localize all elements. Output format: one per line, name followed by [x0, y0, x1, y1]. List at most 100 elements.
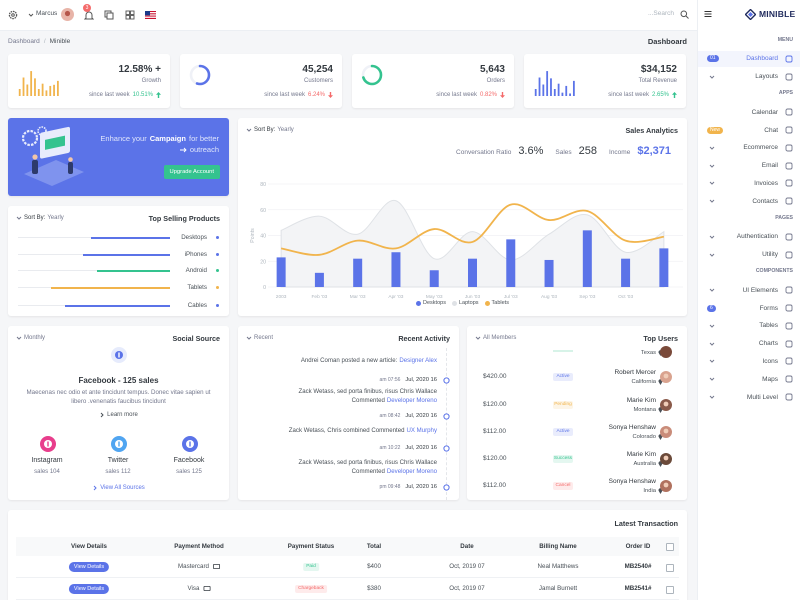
user-location: Texas: [640, 350, 656, 356]
mini-bar: [26, 84, 29, 96]
nav-item[interactable]: Forms 6: [698, 300, 800, 316]
sort-dropdown[interactable]: Monthly: [16, 335, 45, 341]
trend-arrow: [328, 92, 333, 98]
user-amount: $112.00: [483, 428, 507, 435]
nav-item-label[interactable]: Maps: [762, 375, 778, 383]
timeline-dot: [443, 484, 450, 491]
view-details-button[interactable]: View Details: [68, 562, 110, 572]
checkbox[interactable]: [666, 564, 674, 572]
user-amount: $120.00: [483, 455, 507, 462]
x-tick-label: Mar '03: [350, 294, 366, 300]
nav-item-label[interactable]: Icons: [762, 357, 778, 365]
nav-item-icon: [785, 73, 793, 81]
sort-dropdown[interactable]: Sort By: Yearly: [246, 127, 294, 133]
nav-item-label[interactable]: Utility: [762, 251, 778, 259]
nav-item-label[interactable]: Email: [761, 162, 778, 170]
nav-item[interactable]: Layouts: [698, 69, 800, 85]
nav-badge[interactable]: 6: [707, 304, 716, 312]
nav-item[interactable]: Invoices: [698, 175, 800, 191]
arrow-shape: [156, 92, 161, 98]
sort-dropdown[interactable]: Sort By: Yearly: [16, 215, 64, 221]
nav-item[interactable]: Chat New: [698, 122, 800, 138]
status-badge: Paid: [303, 563, 319, 571]
nav-item-label[interactable]: Calendar: [751, 108, 778, 116]
view-details-button[interactable]: View Details: [68, 584, 110, 594]
nav-item-label[interactable]: Tables: [759, 322, 778, 330]
product-label: Desktops: [181, 233, 207, 241]
activity-link[interactable]: Designer Alex: [399, 357, 437, 364]
chevron-stroke: [28, 13, 34, 17]
nav-item[interactable]: Tables: [698, 318, 800, 334]
nav-item[interactable]: Multi Level: [698, 389, 800, 405]
user-name[interactable]: Marcus: [36, 10, 58, 17]
view-all-text[interactable]: View All Sources: [100, 485, 145, 491]
activity-link[interactable]: Developer Moreno: [386, 468, 437, 475]
nav-item[interactable]: Icons: [698, 353, 800, 369]
mini-bar: [565, 85, 568, 96]
nav-item-label[interactable]: Chat: [764, 126, 778, 134]
nav-item[interactable]: Maps: [698, 371, 800, 387]
nav-item[interactable]: Utility: [698, 247, 800, 263]
stat-label: Total Revenue: [638, 78, 677, 84]
nav-item[interactable]: Authentication: [698, 229, 800, 245]
nav-badge[interactable]: 01: [707, 55, 719, 63]
nav-section-title: APPS: [778, 90, 793, 97]
progress-track: [18, 270, 170, 271]
nav-item-label[interactable]: UI Elements: [742, 286, 778, 294]
stat-label: Orders: [486, 78, 505, 84]
user-location: Montana: [633, 407, 656, 413]
nav-item[interactable]: Charts: [698, 336, 800, 352]
mini-bar: [557, 83, 560, 96]
nav-item-icon: [785, 233, 793, 241]
upgrade-button[interactable]: Upgrade Account: [163, 165, 220, 179]
column-header: Billing Name: [539, 543, 577, 550]
notification-badge[interactable]: 3: [83, 4, 91, 12]
nav-item-label[interactable]: Authentication: [736, 233, 778, 241]
breadcrumb-item: Minible: [49, 38, 71, 45]
nav-item[interactable]: Email: [698, 158, 800, 174]
activity-link[interactable]: UX Murphy: [406, 427, 437, 434]
checkbox[interactable]: [666, 586, 674, 594]
nav-badge[interactable]: New: [707, 126, 724, 134]
stat-footer: since last week 6.24%: [264, 92, 333, 98]
user-name: Robert Mercer: [614, 369, 656, 376]
nav-item-label[interactable]: Forms: [759, 304, 778, 312]
chevron-stroke: [100, 412, 104, 418]
nav-item-label[interactable]: Contacts: [752, 197, 778, 205]
legend-item[interactable]: Desktops: [416, 300, 446, 306]
nav-item-label[interactable]: Multi Level: [746, 393, 778, 401]
learn-more-text[interactable]: Learn more: [107, 412, 138, 418]
checkbox[interactable]: [666, 543, 674, 551]
view-all-link[interactable]: View All Sources: [8, 485, 229, 491]
nav-item[interactable]: Ecommerce: [698, 140, 800, 156]
nav-item-label[interactable]: Dashboard: [746, 55, 778, 63]
search-input[interactable]: ...Search: [647, 10, 674, 17]
sort-dropdown[interactable]: All Members: [475, 335, 516, 341]
trend-arrow: [500, 92, 505, 98]
nav-item[interactable]: UI Elements: [698, 282, 800, 298]
product-dot: [216, 236, 219, 239]
chevron-stroke: [709, 324, 715, 328]
campaign-text: Enhance your Campaign for better: [100, 134, 219, 143]
nav-item[interactable]: Contacts: [698, 193, 800, 209]
nav-item[interactable]: Dashboard 01: [698, 50, 800, 67]
status-badge: Active: [553, 373, 573, 381]
breadcrumb-item[interactable]: Dashboard: [8, 38, 40, 45]
nav-item-label[interactable]: Charts: [758, 340, 778, 348]
chevron-icon: [709, 288, 715, 292]
nav-item-label[interactable]: Invoices: [754, 179, 778, 187]
user-avatar: [660, 480, 672, 492]
mini-bar: [546, 71, 549, 96]
nav-item-label[interactable]: Layouts: [755, 73, 778, 81]
grid-icon: [125, 10, 135, 20]
nav-item-label[interactable]: Ecommerce: [743, 144, 778, 152]
topbar: Marcus 3 ...Search: [0, 0, 697, 31]
icon-outline: [785, 251, 793, 259]
legend-item[interactable]: Laptops: [451, 300, 479, 306]
activity-link[interactable]: Developer Moreno: [386, 397, 437, 404]
legend-item[interactable]: Tablets: [484, 300, 509, 306]
learn-more-link[interactable]: Learn more: [8, 412, 229, 418]
chevron-icon: [709, 324, 715, 328]
sort-dropdown[interactable]: Recent: [246, 335, 273, 341]
nav-item[interactable]: Calendar: [698, 104, 800, 120]
